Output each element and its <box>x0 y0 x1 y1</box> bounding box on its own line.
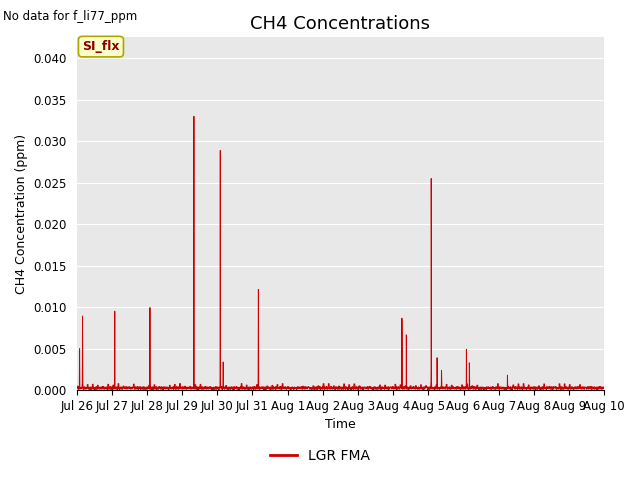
Title: CH4 Concentrations: CH4 Concentrations <box>250 15 431 33</box>
Text: SI_flx: SI_flx <box>82 40 120 53</box>
Y-axis label: CH4 Concentration (ppm): CH4 Concentration (ppm) <box>15 133 28 294</box>
X-axis label: Time: Time <box>325 419 356 432</box>
Legend: LGR FMA: LGR FMA <box>264 443 376 468</box>
Text: No data for f_li77_ppm: No data for f_li77_ppm <box>3 10 138 23</box>
